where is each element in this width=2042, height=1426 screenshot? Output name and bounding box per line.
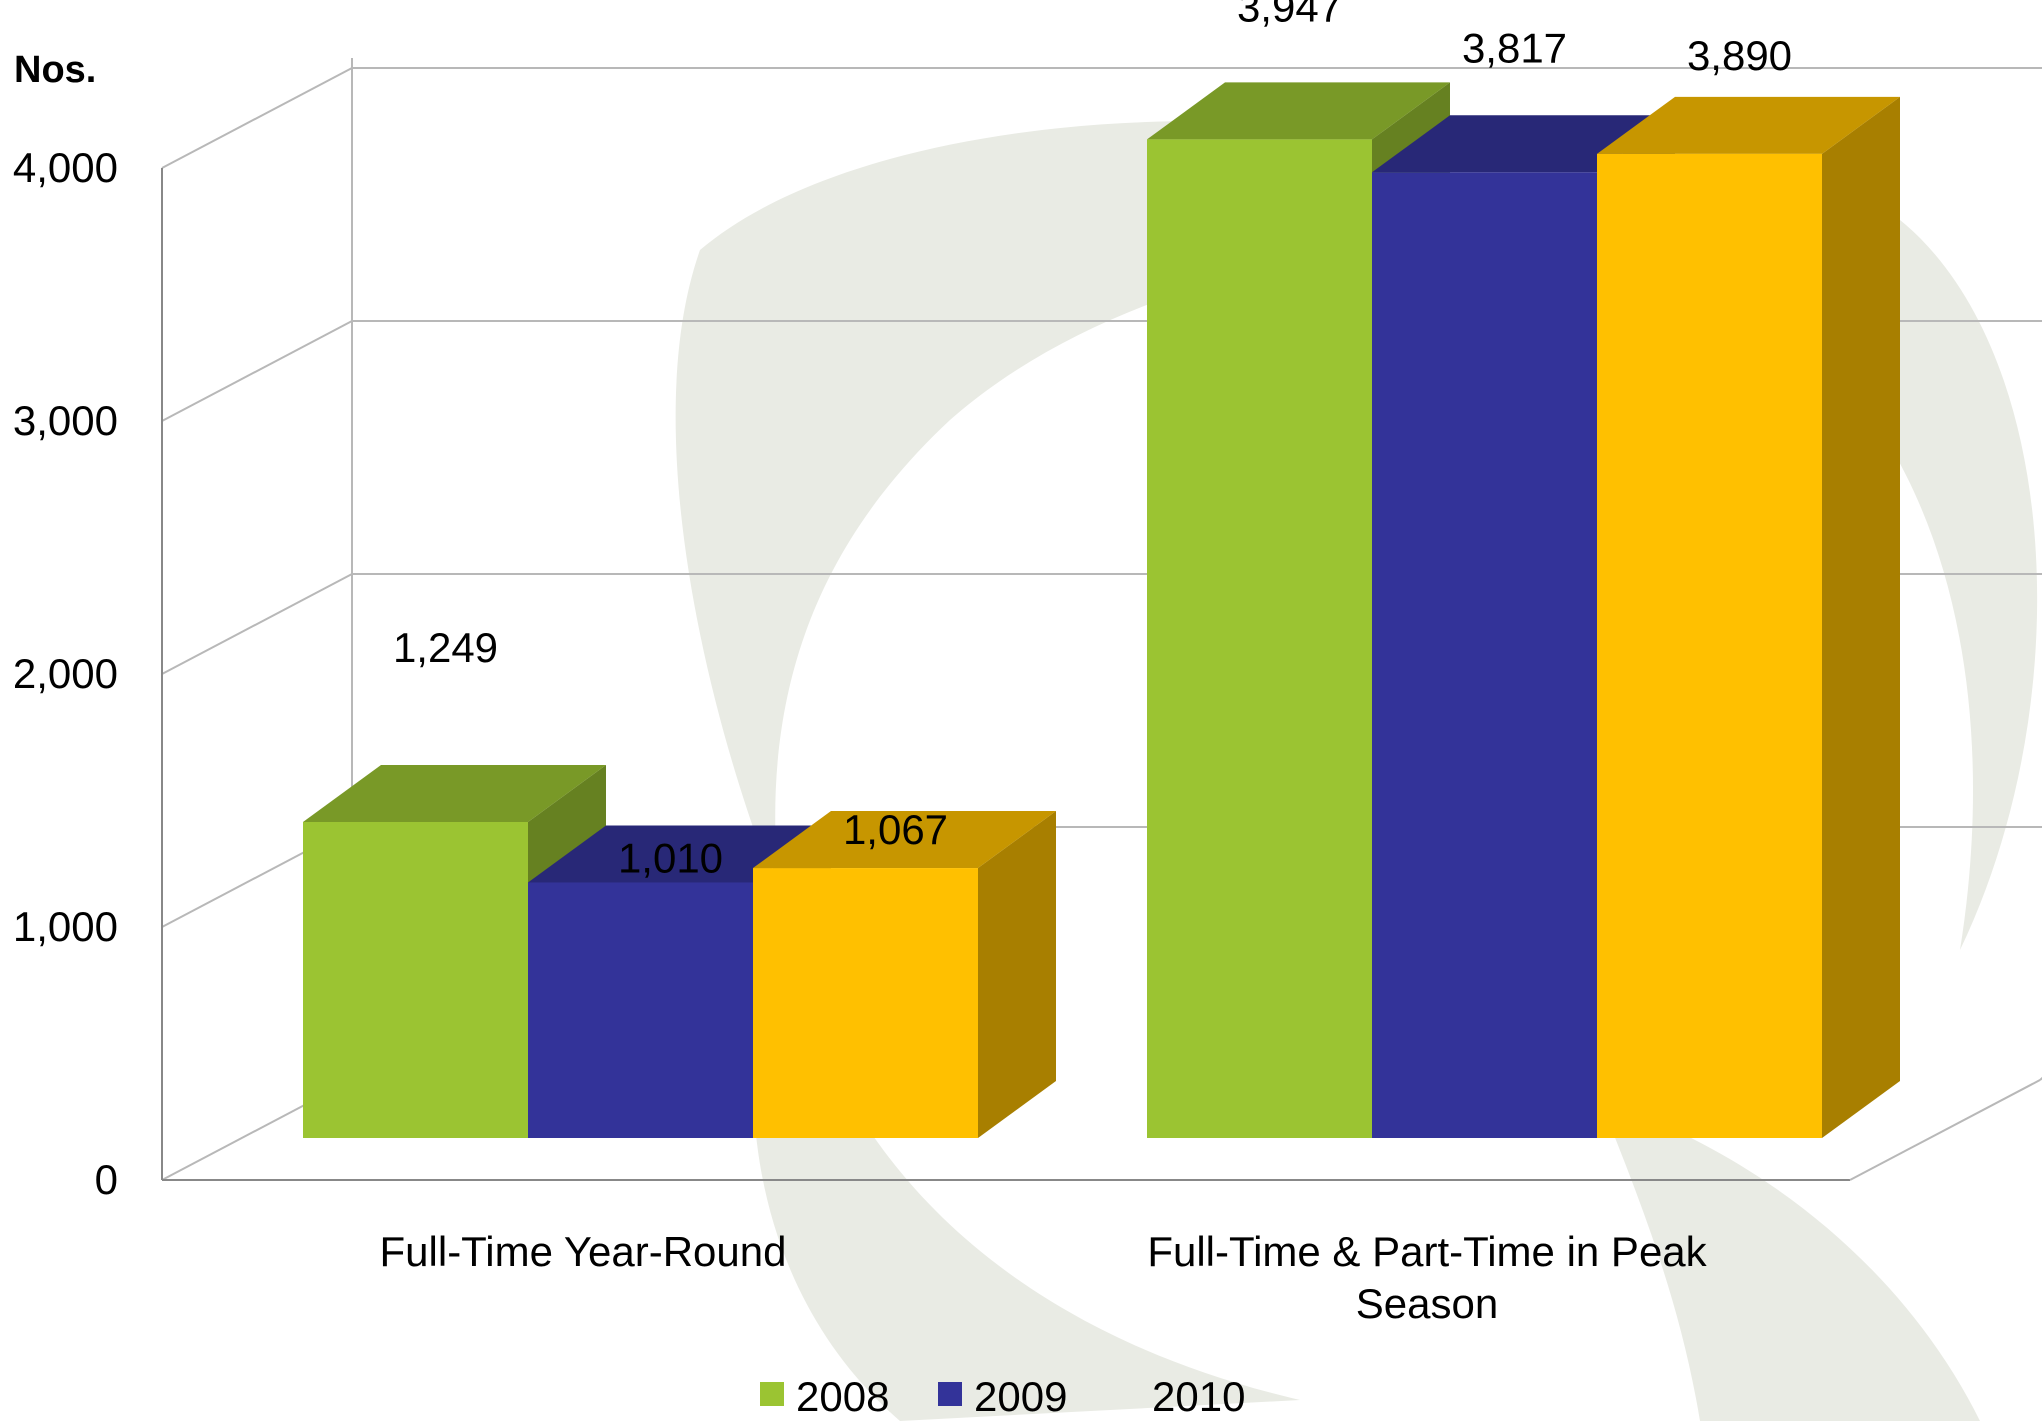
gridline-side (161, 573, 353, 675)
data-labels: 1,249 1,010 1,067 3,947 3,817 3,890 (393, 0, 1792, 881)
y-tick-label: 0 (95, 1156, 118, 1203)
bar-front (1372, 172, 1597, 1138)
watermark-swirl-bottom (753, 900, 1300, 1421)
bar-top (303, 765, 606, 823)
data-label: 1,010 (618, 834, 723, 881)
x-tick-label: Full-Time Year-Round (380, 1228, 787, 1275)
bar-front (528, 882, 753, 1138)
legend-label: 2010 (1152, 1373, 1245, 1420)
watermark-swirl-top (675, 121, 1900, 901)
data-label: 3,817 (1462, 24, 1567, 71)
legend-swatch (938, 1382, 962, 1406)
floor-right-edge (1849, 1079, 2041, 1181)
data-label: 3,890 (1687, 32, 1792, 79)
legend-item-2010: 2010 (1152, 1373, 1245, 1420)
bar-2010-full-time-year-round (753, 811, 1056, 1138)
x-axis-ticks: Full-Time Year-Round Full-Time & Part-Tim… (380, 1228, 1708, 1327)
bar-side (978, 811, 1056, 1138)
bar-top (1147, 82, 1450, 140)
bar-top (1597, 96, 1900, 154)
bar-front (753, 868, 978, 1138)
legend-swatch (760, 1382, 784, 1406)
bar-side (1822, 96, 1900, 1139)
legend: 2008 2009 2010 (760, 1373, 1245, 1420)
legend-item-2009: 2009 (938, 1373, 1067, 1420)
bar-front (1147, 139, 1372, 1138)
legend-label: 2009 (974, 1373, 1067, 1420)
legend-label: 2008 (796, 1373, 889, 1420)
data-label: 1,249 (393, 624, 498, 671)
data-label: 1,067 (843, 806, 948, 853)
watermark-swirl-right (1780, 220, 2038, 950)
y-axis-ticks: 0 1,000 2,000 3,000 4,000 (13, 144, 118, 1203)
y-tick-label: 2,000 (13, 650, 118, 697)
data-label: 3,947 (1237, 0, 1342, 30)
bar-front (1597, 153, 1822, 1138)
bars (303, 82, 1900, 1139)
x-tick-label: Full-Time & Part-Time in Peak Season (1147, 1228, 1707, 1327)
y-tick-label: 1,000 (13, 903, 118, 950)
y-axis-label: Nos. (14, 49, 96, 91)
bar-2010-full-time-part-time-peak (1597, 96, 1900, 1139)
gridline-side (161, 67, 353, 169)
y-tick-label: 3,000 (13, 397, 118, 444)
legend-item-2008: 2008 (760, 1373, 889, 1420)
gridline-side (161, 320, 353, 422)
x-tick-label-line: Full-Time & Part-Time in Peak (1147, 1228, 1707, 1275)
x-tick-label-line: Season (1356, 1280, 1498, 1327)
y-tick-label: 4,000 (13, 144, 118, 191)
bar-top (753, 811, 1056, 869)
bar-front (303, 822, 528, 1138)
